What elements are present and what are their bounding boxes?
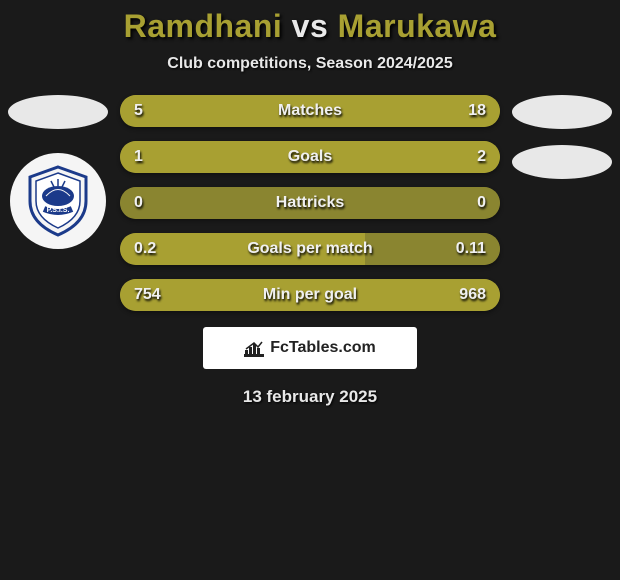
stat-bar: 0.2 Goals per match 0.11 (120, 233, 500, 265)
player2-photo-slot (512, 95, 612, 129)
chart-icon (244, 339, 264, 357)
attribution-text: FcTables.com (270, 339, 376, 357)
stat-value-left: 0.2 (134, 240, 156, 258)
psis-logo-icon: P.S.I.S. (18, 161, 98, 241)
stat-label: Goals (288, 148, 332, 166)
stat-bar: 754 Min per goal 968 (120, 279, 500, 311)
stat-label: Goals per match (247, 240, 372, 258)
bar-fill-right (203, 95, 500, 127)
stat-value-right: 0.11 (456, 240, 486, 258)
subtitle: Club competitions, Season 2024/2025 (0, 55, 620, 73)
stat-label: Matches (278, 102, 342, 120)
vs-text: vs (292, 8, 329, 44)
player2-name: Marukawa (338, 8, 497, 44)
player1-club-logo: P.S.I.S. (10, 153, 106, 249)
stat-label: Hattricks (276, 194, 344, 212)
stat-value-left: 0 (134, 194, 143, 212)
attribution-badge: FcTables.com (203, 327, 417, 369)
stat-bar: 0 Hattricks 0 (120, 187, 500, 219)
page-title: Ramdhani vs Marukawa (0, 0, 620, 45)
stat-value-right: 968 (459, 286, 486, 304)
stat-value-left: 754 (134, 286, 161, 304)
stat-value-left: 1 (134, 148, 143, 166)
svg-text:P.S.I.S.: P.S.I.S. (47, 207, 70, 214)
player1-name: Ramdhani (124, 8, 283, 44)
player2-club-slot (512, 145, 612, 179)
left-column: P.S.I.S. (8, 95, 108, 249)
stat-bar: 5 Matches 18 (120, 95, 500, 127)
stat-value-right: 18 (468, 102, 486, 120)
bar-fill-right (247, 141, 500, 173)
stat-value-right: 0 (477, 194, 486, 212)
date-text: 13 february 2025 (0, 387, 620, 407)
stat-value-left: 5 (134, 102, 143, 120)
bar-fill-left (120, 95, 203, 127)
stat-bar: 1 Goals 2 (120, 141, 500, 173)
content-row: P.S.I.S. 5 Matches 18 1 Goals 2 0 Hattricks 0 0.2… (0, 95, 620, 311)
player1-photo-slot (8, 95, 108, 129)
stat-value-right: 2 (477, 148, 486, 166)
comparison-infographic: Ramdhani vs Marukawa Club competitions, … (0, 0, 620, 445)
right-column (512, 95, 612, 179)
stat-bars: 5 Matches 18 1 Goals 2 0 Hattricks 0 0.2 Goals per… (120, 95, 500, 311)
stat-label: Min per goal (263, 286, 357, 304)
